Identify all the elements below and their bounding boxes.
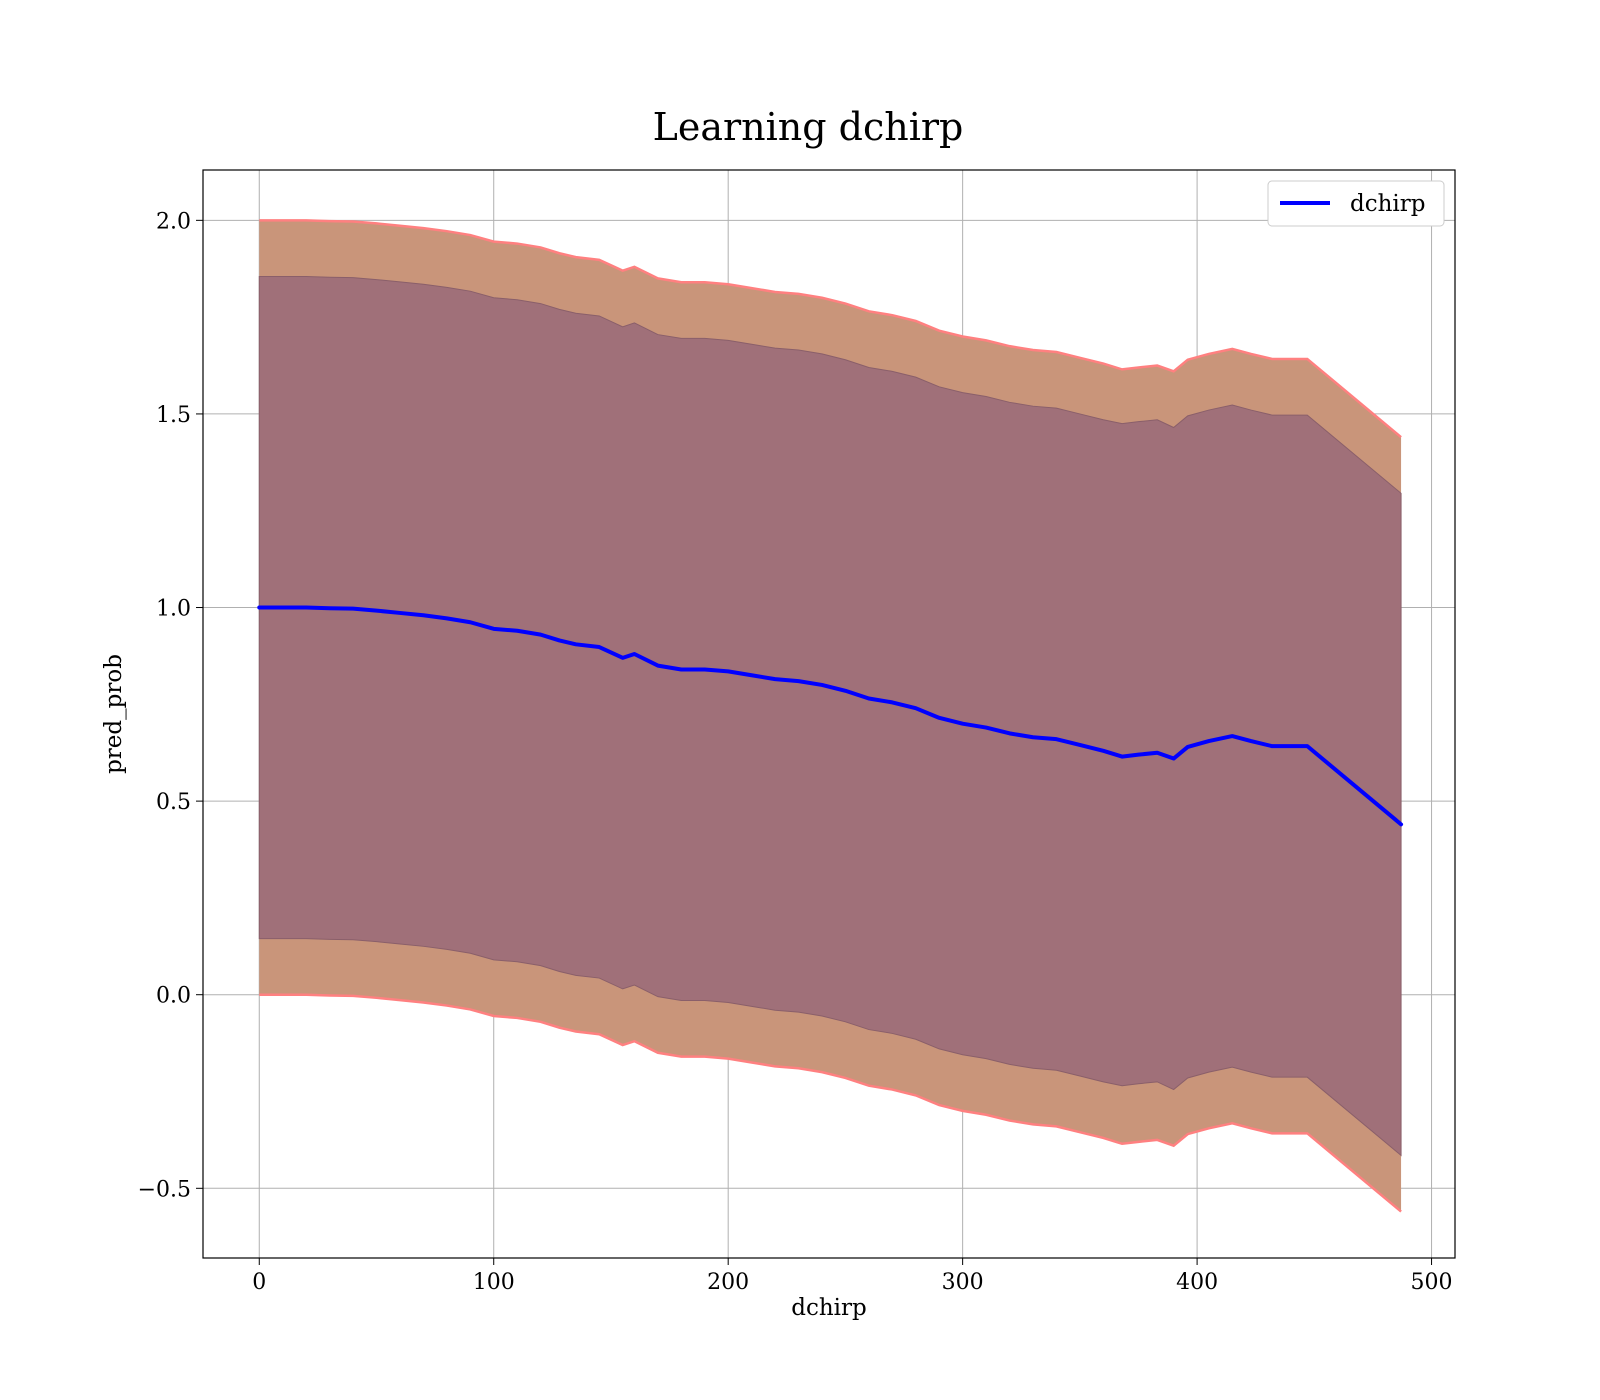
x-tick-label: 500: [1411, 1270, 1453, 1295]
x-tick-label: 100: [473, 1270, 515, 1295]
legend: dchirp: [1267, 180, 1445, 227]
x-tick-label: 200: [707, 1270, 749, 1295]
y-tick-label: 0.5: [156, 790, 191, 815]
legend-label: dchirp: [1350, 191, 1426, 217]
x-axis-label: dchirp: [791, 1295, 867, 1321]
x-tick-label: 0: [252, 1270, 266, 1295]
y-tick-label: 2.0: [156, 209, 191, 234]
outer-band-upper-edge: [259, 219, 1402, 439]
series-line-dchirp: [257, 605, 1404, 827]
y-axis-ticks: −0.5 0.0 0.5 1.0 1.5 2.0: [138, 209, 203, 1202]
x-tick-label: 400: [1176, 1270, 1218, 1295]
y-tick-label: −0.5: [138, 1177, 191, 1202]
y-tick-label: 1.5: [156, 403, 191, 428]
y-axis-label: pred_prob: [101, 654, 127, 774]
confidence-bands: [258, 219, 1402, 1213]
series-lines: [257, 605, 1404, 827]
y-tick-label: 1.0: [156, 597, 191, 622]
chart-title: Learning dchirp: [653, 105, 964, 149]
x-tick-label: 300: [942, 1270, 984, 1295]
inner-band: [258, 275, 1402, 1157]
outer-band-lower-edge: [259, 993, 1402, 1213]
x-axis-ticks: 0 100 200 300 400 500: [252, 1258, 1453, 1295]
y-tick-label: 0.0: [156, 984, 191, 1009]
plot-frame: [202, 169, 1456, 1259]
legend-box: [1267, 180, 1445, 227]
